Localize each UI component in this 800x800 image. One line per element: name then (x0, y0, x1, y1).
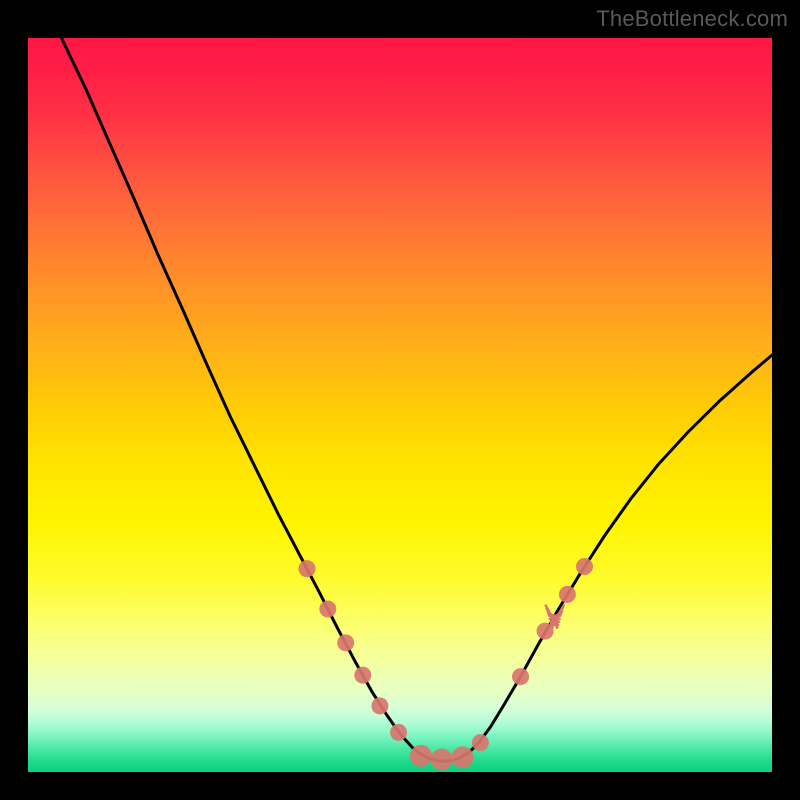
gradient-background (28, 38, 772, 772)
watermark-text: TheBottleneck.com (596, 6, 788, 32)
plot-area (28, 38, 772, 772)
